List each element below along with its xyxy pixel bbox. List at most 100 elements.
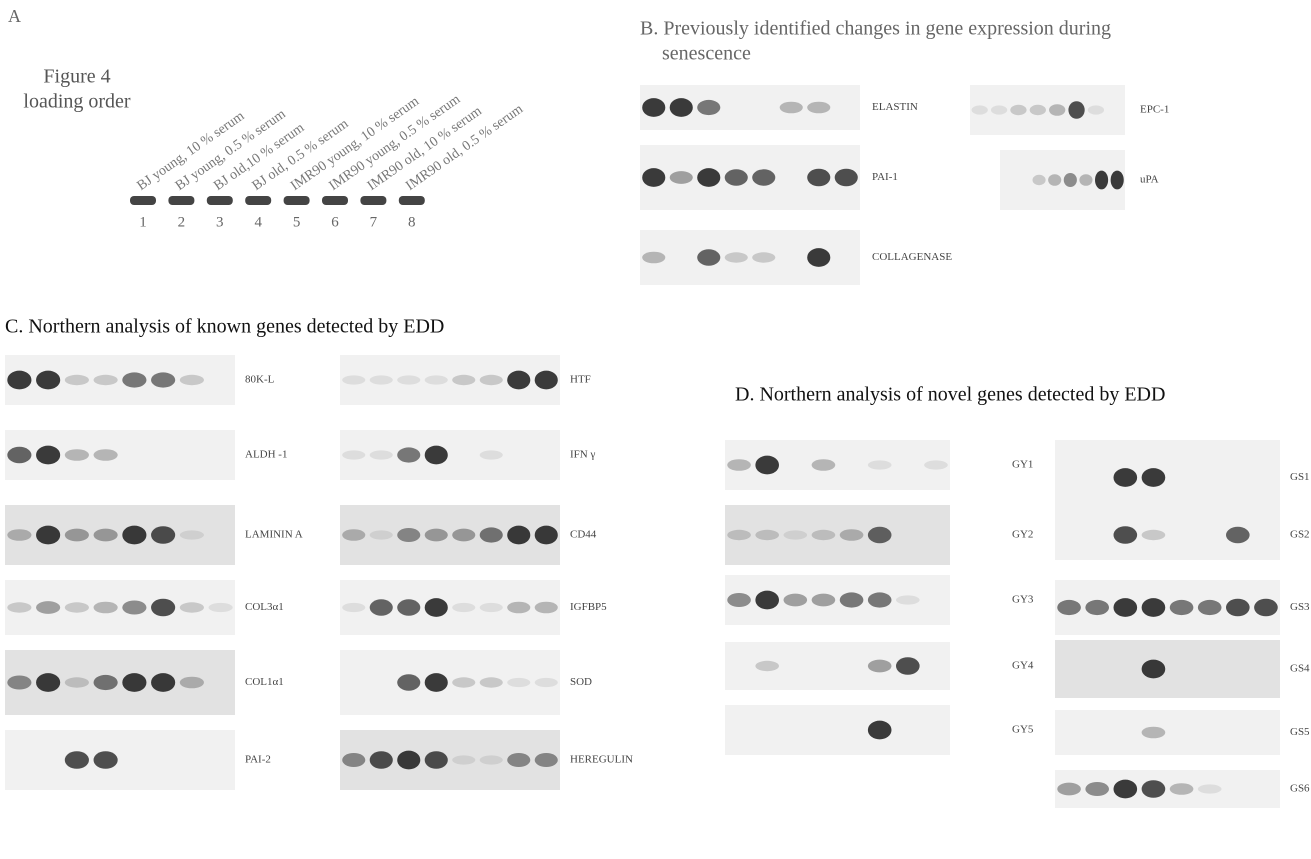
gene-label: GS1 bbox=[1290, 471, 1310, 483]
lane-marker bbox=[399, 196, 425, 205]
band bbox=[1226, 599, 1250, 617]
band bbox=[1049, 104, 1065, 116]
lane-number: 1 bbox=[139, 214, 147, 230]
band bbox=[1114, 468, 1138, 487]
gene-label: PAI-1 bbox=[872, 171, 898, 183]
band bbox=[480, 677, 503, 687]
band bbox=[1068, 101, 1084, 119]
gene-label: IGFBP5 bbox=[570, 601, 607, 613]
gene-label: ELASTIN bbox=[872, 101, 918, 113]
band bbox=[480, 450, 503, 459]
band bbox=[642, 168, 665, 187]
band bbox=[65, 529, 89, 542]
band bbox=[452, 529, 475, 542]
gene-label: uPA bbox=[1140, 174, 1159, 186]
band bbox=[840, 529, 864, 541]
band bbox=[755, 591, 779, 610]
band bbox=[727, 459, 751, 471]
gene-label: GY3 bbox=[1012, 594, 1034, 606]
band bbox=[1033, 175, 1046, 185]
band bbox=[1085, 782, 1109, 796]
band bbox=[180, 602, 204, 612]
band bbox=[507, 526, 530, 545]
band bbox=[36, 446, 60, 465]
gene-label: IFN γ bbox=[570, 449, 595, 461]
band bbox=[1064, 173, 1077, 187]
band bbox=[812, 459, 836, 471]
band bbox=[507, 678, 530, 687]
band bbox=[1142, 727, 1166, 739]
band bbox=[480, 603, 503, 612]
band bbox=[1085, 600, 1109, 615]
band bbox=[425, 529, 448, 542]
band bbox=[36, 526, 60, 545]
band bbox=[452, 375, 475, 385]
gene-label: GY2 bbox=[1012, 529, 1033, 541]
gene-label: PAI-2 bbox=[245, 754, 271, 766]
band bbox=[342, 603, 365, 612]
band bbox=[1254, 599, 1278, 617]
band bbox=[1226, 527, 1250, 543]
band bbox=[807, 248, 830, 267]
band bbox=[65, 449, 89, 461]
band bbox=[480, 375, 503, 385]
band bbox=[725, 252, 748, 262]
band bbox=[924, 460, 948, 469]
band bbox=[452, 677, 475, 687]
band bbox=[642, 252, 665, 264]
band bbox=[991, 105, 1007, 114]
band bbox=[94, 602, 118, 614]
band bbox=[7, 371, 31, 390]
band bbox=[642, 98, 665, 117]
band bbox=[868, 721, 892, 740]
figure: AFigure 4loading order1BJ young, 10 % se… bbox=[0, 0, 1311, 859]
blot bbox=[5, 730, 235, 790]
band bbox=[1170, 783, 1194, 795]
band bbox=[1057, 783, 1081, 796]
lane-marker bbox=[360, 196, 386, 205]
band bbox=[342, 753, 365, 767]
band bbox=[1142, 598, 1166, 617]
band bbox=[94, 751, 118, 769]
band bbox=[397, 751, 420, 770]
blot bbox=[1055, 440, 1280, 515]
band bbox=[535, 753, 558, 767]
band bbox=[1079, 174, 1092, 186]
lane-number: 5 bbox=[293, 214, 301, 230]
band bbox=[535, 602, 558, 614]
band bbox=[755, 661, 779, 671]
band bbox=[342, 529, 365, 541]
band bbox=[972, 105, 988, 114]
blot bbox=[725, 705, 950, 755]
band bbox=[1111, 171, 1124, 190]
band bbox=[1057, 600, 1081, 615]
gene-label: LAMININ A bbox=[245, 529, 303, 541]
band bbox=[397, 674, 420, 690]
band bbox=[209, 603, 233, 612]
gene-label: 80K-L bbox=[245, 374, 275, 386]
band bbox=[1198, 784, 1222, 793]
panel-title: B. Previously identified changes in gene… bbox=[640, 18, 1111, 40]
band bbox=[122, 372, 146, 387]
gene-label: GS3 bbox=[1290, 601, 1310, 613]
band bbox=[1114, 526, 1138, 544]
band bbox=[480, 755, 503, 764]
band bbox=[812, 594, 836, 607]
band bbox=[397, 599, 420, 615]
band bbox=[784, 530, 808, 539]
band bbox=[7, 447, 31, 463]
band bbox=[697, 249, 720, 265]
band bbox=[151, 526, 175, 544]
band bbox=[535, 526, 558, 545]
band bbox=[425, 673, 448, 692]
band bbox=[151, 673, 175, 692]
gene-label: GY5 bbox=[1012, 724, 1034, 736]
band bbox=[151, 372, 175, 387]
band bbox=[784, 594, 808, 607]
band bbox=[752, 252, 775, 262]
band bbox=[727, 530, 751, 540]
band bbox=[370, 751, 393, 769]
band bbox=[122, 601, 146, 615]
band bbox=[896, 595, 920, 604]
band bbox=[1142, 660, 1166, 679]
